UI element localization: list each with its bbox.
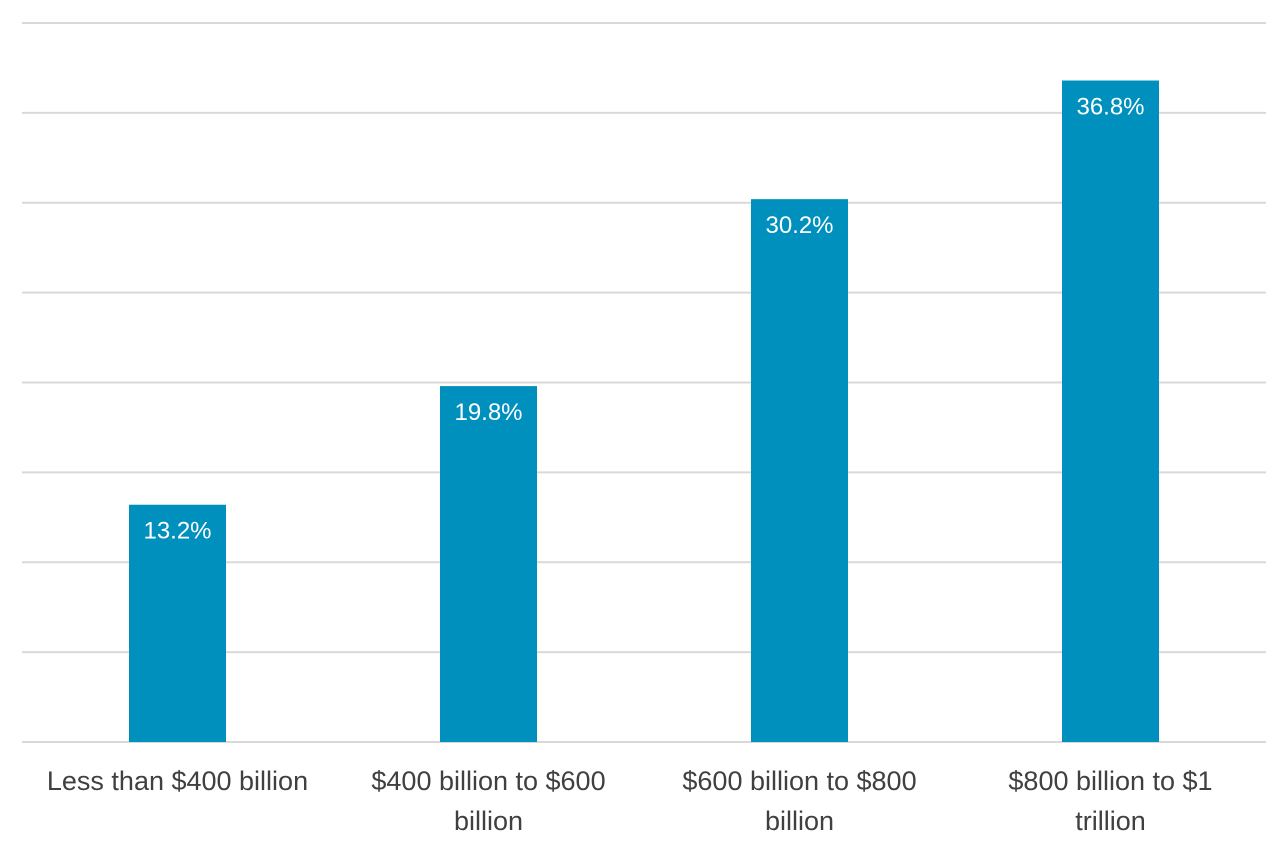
category-label: $600 billion to $800 billion <box>682 766 916 836</box>
data-label: 30.2% <box>765 212 833 239</box>
category-labels: Less than $400 billion $400 billion to $6… <box>47 766 1213 836</box>
bar <box>440 386 537 742</box>
data-label: 13.2% <box>143 518 211 545</box>
data-label: 19.8% <box>454 399 522 426</box>
category-label: $400 billion to $600 billion <box>371 766 605 836</box>
bar <box>751 199 848 742</box>
category-label: Less than $400 billion <box>47 766 308 796</box>
category-label: $800 billion to $1 trillion <box>1008 766 1212 836</box>
data-labels: 13.2% 19.8% 30.2% 36.8% <box>143 94 1144 545</box>
bars <box>129 80 1159 742</box>
bar <box>1062 80 1159 742</box>
gridlines <box>22 22 1266 743</box>
data-label: 36.8% <box>1076 94 1144 121</box>
bar <box>129 504 226 742</box>
